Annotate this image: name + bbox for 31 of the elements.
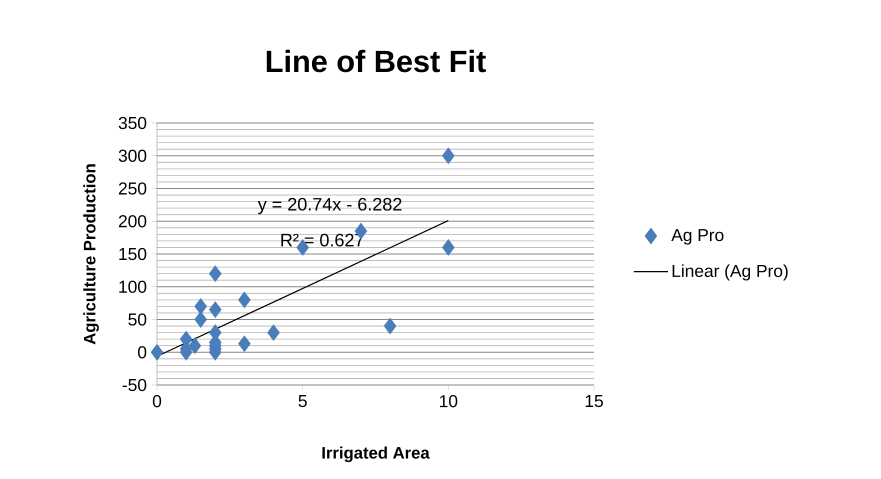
x-tick-label: 0: [152, 395, 162, 408]
point: [150, 344, 164, 361]
point: [209, 301, 222, 318]
y-tick-label: 150: [119, 248, 146, 260]
y-tick-label: 0: [138, 346, 146, 358]
point: [238, 335, 251, 352]
x-tick-label: 15: [586, 395, 603, 408]
point: [442, 239, 455, 256]
point: [442, 147, 455, 164]
y-tick-label: 350: [118, 116, 146, 130]
y-tick-label: 300: [118, 150, 146, 162]
annotation: y = 20.74x - 6.282: [258, 198, 402, 214]
x-tick-label: 5: [298, 395, 307, 408]
point: [194, 298, 207, 315]
point: [194, 311, 207, 328]
y-tick-label: 250: [118, 182, 146, 195]
point: [238, 292, 251, 308]
point: [267, 324, 280, 341]
point: [209, 265, 222, 282]
point: [188, 337, 202, 354]
legend-label: Linear (Ag Pro): [672, 264, 788, 281]
x-axis-title: Irrigated Area: [322, 446, 430, 462]
y-tick-label: 200: [118, 215, 146, 228]
legend-label: Ag Pro: [671, 229, 724, 245]
y-axis-title: Agriculture Production: [83, 164, 99, 344]
x-tick-label: 10: [440, 395, 458, 408]
y-tick-label: 50: [128, 313, 146, 326]
point: [384, 318, 396, 334]
chart-title: Line of Best Fit: [266, 50, 486, 72]
y-tick-label: 100: [119, 280, 146, 293]
y-tick-label: -50: [122, 378, 146, 392]
